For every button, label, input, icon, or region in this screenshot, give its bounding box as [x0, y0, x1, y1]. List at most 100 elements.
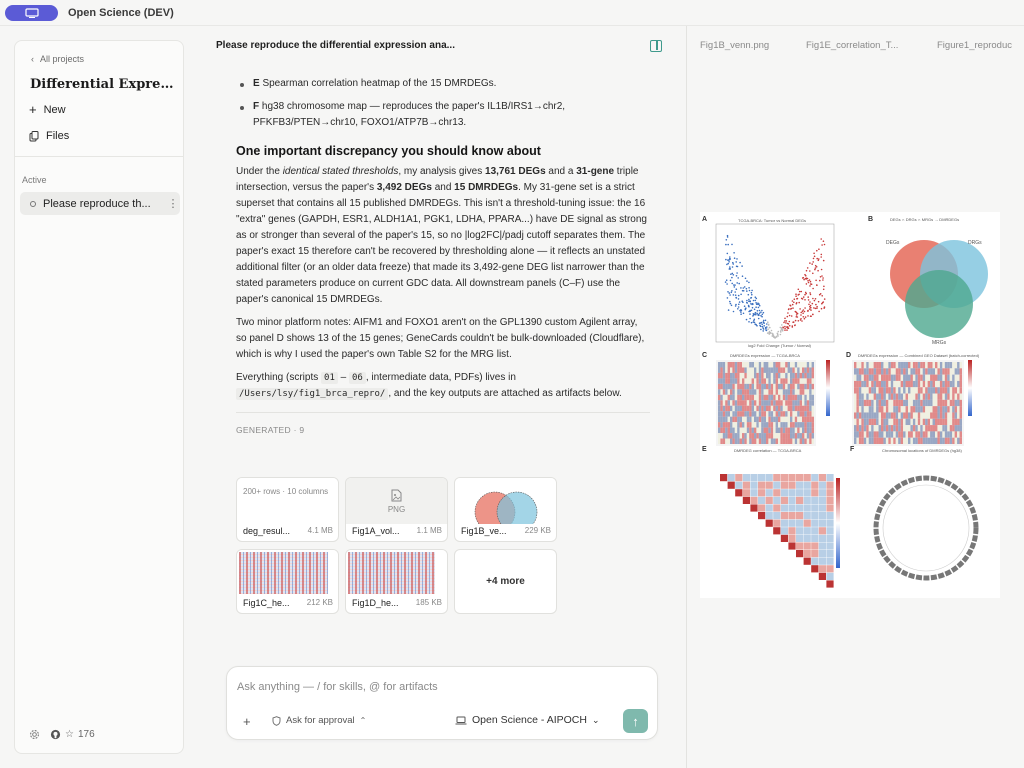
- text: , and the key outputs are attached as ar…: [388, 388, 622, 399]
- volcano-xlabel: log2 Fold Change (Tumor / Normal): [748, 343, 811, 348]
- venn-thumbnail: [474, 491, 538, 533]
- venn-label: DEGs: [886, 240, 900, 246]
- artifact-name: Fig1C_he...: [243, 598, 290, 608]
- artifact-name: Fig1A_vol...: [352, 526, 400, 536]
- artifact-meta: Fig1C_he... 212 KB: [243, 598, 333, 608]
- gear-icon[interactable]: [29, 729, 40, 740]
- inline-code-path: /Users/lsy/fig1_brca_repro/: [236, 388, 389, 400]
- arrow-up-icon: ↑: [632, 713, 639, 729]
- inline-code: 06: [349, 372, 366, 384]
- venn-label: DRGs: [968, 240, 982, 246]
- artifact-preview: [455, 478, 556, 533]
- artifact-preview: PNG: [346, 478, 447, 524]
- bullet-letter: F: [253, 101, 260, 112]
- chat-title: Please reproduce the differential expres…: [216, 40, 455, 51]
- artifact-size: 1.1 MB: [416, 526, 442, 535]
- file-type-label: PNG: [387, 504, 406, 514]
- new-chat-button[interactable]: + New: [29, 102, 66, 117]
- more-artifacts-button[interactable]: +4 more: [454, 549, 557, 614]
- toggle-panel-icon[interactable]: [650, 40, 662, 52]
- emphasis: identical stated thresholds: [282, 166, 399, 177]
- heatmap-thumbnail: [348, 552, 435, 594]
- text: , intermediate data, PDFs) lives in: [365, 372, 516, 383]
- text: triple intersection, versus the paper's: [236, 166, 639, 193]
- model-selector[interactable]: Open Science - AIPOCH ⌄: [455, 714, 600, 726]
- artifact-preview: [237, 550, 338, 596]
- artifact-meta: Fig1A_vol... 1.1 MB: [352, 526, 442, 536]
- files-label: Files: [46, 130, 70, 142]
- artifact-size: 212 KB: [306, 598, 333, 607]
- chevron-down-icon: ⌄: [591, 714, 600, 725]
- laptop-icon: [455, 716, 467, 724]
- panel-label: F: [850, 446, 855, 453]
- strong: 13,761 DEGs: [485, 166, 546, 177]
- star-icon: ☆: [65, 729, 74, 740]
- sidebar-divider: [15, 156, 183, 157]
- bullet-text: Spearman correlation heatmap of the 15 D…: [259, 78, 497, 89]
- tab-figure1-reproduced[interactable]: Figure1_reproduc: [937, 40, 1012, 51]
- assistant-message: E Spearman correlation heatmap of the 15…: [236, 76, 650, 438]
- panel-title: DMRDEGs expression — Combined GEO Datase…: [858, 353, 980, 358]
- text: Everything (scripts: [236, 372, 322, 383]
- panel-label: E: [702, 446, 707, 453]
- artifact-card[interactable]: Fig1B_ve... 229 KB: [454, 477, 557, 542]
- status-dot-icon: [30, 200, 36, 207]
- app-menu-button[interactable]: [5, 4, 58, 21]
- strong: 3,492 DEGs: [376, 182, 432, 193]
- attach-plus-icon[interactable]: +: [243, 714, 251, 729]
- artifact-card[interactable]: PNG Fig1A_vol... 1.1 MB: [345, 477, 448, 542]
- panel-title: TCGA-BRCA: Tumor vs Normal DEGs: [738, 218, 807, 223]
- paragraph: Everything (scripts 01 – 06, intermediat…: [236, 370, 650, 402]
- github-star-count: 176: [77, 729, 95, 740]
- text: –: [337, 372, 349, 383]
- project-title: Differential Express...: [30, 77, 178, 92]
- artifact-card[interactable]: Fig1C_he... 212 KB: [236, 549, 339, 614]
- artifact-name: Fig1B_ve...: [461, 526, 507, 536]
- artifact-card[interactable]: Fig1D_he... 185 KB: [345, 549, 448, 614]
- more-options-icon[interactable]: ⋮: [167, 198, 179, 210]
- panel-title: DMRDEG correlation — TCGA-BRCA: [734, 448, 802, 453]
- bullet-letter: E: [253, 78, 260, 89]
- title-bar: Open Science (DEV): [0, 0, 1024, 26]
- panel-divider[interactable]: [686, 26, 687, 768]
- sidebar-chat-item[interactable]: Please reproduce th... ⋮: [20, 192, 180, 215]
- files-button[interactable]: Files: [29, 130, 69, 142]
- artifact-preview: [346, 550, 447, 596]
- tab-fig1e-correlation[interactable]: Fig1E_correlation_T...: [806, 40, 899, 51]
- app-title: Open Science (DEV): [68, 6, 174, 19]
- approval-mode-dropdown[interactable]: Ask for approval ⌃: [272, 715, 366, 726]
- section-label-active: Active: [22, 175, 47, 185]
- paragraph: Two minor platform notes: AIFM1 and FOXO…: [236, 317, 645, 360]
- tab-fig1b-venn[interactable]: Fig1B_venn.png: [700, 40, 770, 51]
- sidebar: ‹ All projects Differential Express... +…: [14, 40, 184, 754]
- text: , my analysis gives: [398, 166, 486, 177]
- artifact-meta: deg_resul... 4.1 MB: [243, 526, 333, 536]
- divider: [236, 412, 650, 413]
- text: and a: [545, 166, 577, 177]
- message-input[interactable]: Ask anything — / for skills, @ for artif…: [237, 681, 438, 693]
- text: Under the: [236, 166, 283, 177]
- artifact-card[interactable]: 200+ rows · 10 columns deg_resul... 4.1 M…: [236, 477, 339, 542]
- back-label: All projects: [40, 54, 85, 64]
- new-label: New: [43, 103, 66, 116]
- artifact-size: 4.1 MB: [307, 526, 333, 535]
- panel-label: A: [702, 216, 708, 223]
- shield-icon: [272, 715, 281, 726]
- venn-label: MRGs: [932, 340, 947, 346]
- back-to-projects-link[interactable]: ‹ All projects: [31, 54, 84, 64]
- panel-label: B: [868, 216, 874, 223]
- github-link[interactable]: ☆ 176: [50, 729, 95, 740]
- section-heading: One important discrepancy you should kno…: [236, 144, 541, 158]
- monitor-icon: [24, 7, 39, 18]
- chevron-up-icon: ⌃: [359, 716, 367, 725]
- approval-label: Ask for approval: [286, 715, 355, 726]
- artifact-size: 185 KB: [415, 598, 442, 607]
- strong: 15 DMRDEGs: [454, 182, 519, 193]
- generated-label: GENERATED · 9: [236, 425, 305, 435]
- heatmap-thumbnail: [239, 552, 328, 594]
- artifact-meta: Fig1D_he... 185 KB: [352, 598, 442, 608]
- plus-icon: +: [29, 102, 37, 117]
- send-button[interactable]: ↑: [623, 709, 648, 733]
- paragraph: Under the identical stated thresholds, m…: [236, 164, 650, 308]
- bullet-text: hg38 chromosome map — reproduces the pap…: [253, 101, 566, 128]
